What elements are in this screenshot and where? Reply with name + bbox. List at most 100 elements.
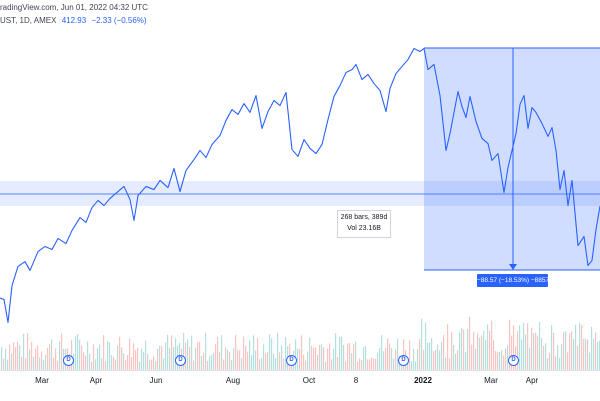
volume-bar — [199, 341, 201, 370]
volume-bar — [545, 343, 547, 370]
volume-bar — [183, 332, 185, 370]
volume-bar — [355, 341, 357, 370]
volume-bar — [499, 352, 501, 370]
volume-bar — [305, 360, 307, 370]
volume-bar — [153, 356, 155, 370]
volume-bar — [227, 349, 229, 370]
volume-bar — [553, 332, 555, 370]
volume-bar — [147, 353, 149, 370]
volume-bar — [541, 338, 543, 370]
chart-header: radingView.com, Jun 01, 2022 04:32 UTC U… — [0, 0, 600, 32]
last-price: 412.93 — [61, 16, 87, 25]
volume-bar — [543, 345, 545, 370]
volume-bar — [77, 334, 79, 370]
volume-bar — [261, 357, 263, 370]
dividend-marker-icon[interactable]: D — [398, 355, 409, 366]
volume-bar — [417, 349, 419, 370]
volume-bar — [479, 337, 481, 370]
volume-bar — [155, 361, 157, 370]
measure-volume-label: Vol 23.16B — [347, 225, 381, 232]
dividend-marker-icon[interactable]: D — [286, 355, 297, 366]
source-line: radingView.com, Jun 01, 2022 04:32 UTC — [0, 3, 148, 12]
volume-bar — [529, 347, 531, 370]
volume-bar — [593, 338, 595, 370]
time-axis[interactable]: Mar Apr Jun Aug Oct 8 2022 Mar Apr — [0, 370, 600, 401]
volume-bar — [41, 351, 43, 370]
volume-bar — [517, 331, 519, 370]
dividend-marker-icon[interactable]: D — [508, 355, 519, 366]
volume-bar — [597, 341, 599, 370]
volume-bar — [45, 354, 47, 370]
volume-bar — [353, 344, 355, 370]
volume-bar — [299, 348, 301, 370]
volume-bar — [275, 358, 277, 370]
volume-bar — [131, 357, 133, 370]
volume-bar — [167, 334, 169, 370]
volume-bar — [511, 335, 513, 370]
volume-bar — [301, 335, 303, 370]
volume-bar — [135, 349, 137, 370]
time-axis-label: Mar — [484, 376, 498, 385]
volume-bar — [115, 359, 117, 370]
volume-bar — [263, 344, 265, 370]
volume-bar — [21, 356, 23, 370]
volume-bar — [537, 335, 539, 370]
volume-bar — [569, 333, 571, 370]
volume-bar — [437, 344, 439, 370]
volume-bar — [171, 335, 173, 370]
volume-bar — [117, 345, 119, 370]
volume-bar — [413, 348, 415, 370]
volume-bar — [225, 347, 227, 370]
symbol-label: UST, 1D, AMEX — [0, 16, 57, 25]
volume-bar — [393, 358, 395, 370]
volume-bar — [375, 358, 377, 370]
volume-bar — [477, 333, 479, 370]
volume-bar — [577, 345, 579, 370]
dividend-marker-icon[interactable]: D — [175, 355, 186, 366]
volume-bar — [285, 337, 287, 370]
volume-bar — [219, 351, 221, 370]
volume-bar — [159, 345, 161, 370]
volume-bar — [55, 348, 57, 370]
volume-bar — [139, 361, 141, 370]
volume-bar — [193, 360, 195, 370]
volume-bar — [507, 345, 509, 370]
date-range-band — [0, 181, 600, 206]
volume-bar — [245, 345, 247, 370]
volume-bar — [75, 336, 77, 370]
volume-bar — [481, 335, 483, 370]
volume-bar — [163, 358, 165, 370]
volume-bar — [123, 353, 125, 370]
volume-bar — [339, 336, 341, 370]
volume-bar — [161, 346, 163, 370]
symbol-line: UST, 1D, AMEX 412.93 −2.33 (−0.56%) — [0, 16, 147, 25]
volume-bar — [345, 361, 347, 370]
volume-bar — [249, 340, 251, 370]
volume-bar — [257, 337, 259, 370]
dividend-marker-icon[interactable]: D — [63, 355, 74, 366]
volume-bar — [471, 344, 473, 370]
volume-bar — [187, 339, 189, 370]
volume-bar — [341, 336, 343, 370]
volume-bar — [495, 351, 497, 370]
volume-bar — [433, 351, 435, 370]
volume-bar — [535, 332, 537, 370]
volume-bar — [169, 348, 171, 370]
measure-arrow-head — [509, 264, 517, 270]
volume-bar — [71, 339, 73, 370]
volume-bar — [549, 352, 551, 370]
volume-bar — [279, 351, 281, 370]
volume-bar — [317, 354, 319, 370]
volume-bar — [467, 328, 469, 370]
volume-bar — [397, 338, 399, 370]
volume-bar — [311, 345, 313, 370]
volume-bar — [15, 347, 17, 370]
time-axis-label: Oct — [302, 376, 316, 385]
volume-bar — [555, 356, 557, 370]
volume-bar — [89, 353, 91, 370]
volume-bar — [53, 357, 55, 370]
volume-bar — [425, 322, 427, 370]
volume-bar — [351, 353, 353, 370]
volume-bar — [143, 351, 145, 370]
